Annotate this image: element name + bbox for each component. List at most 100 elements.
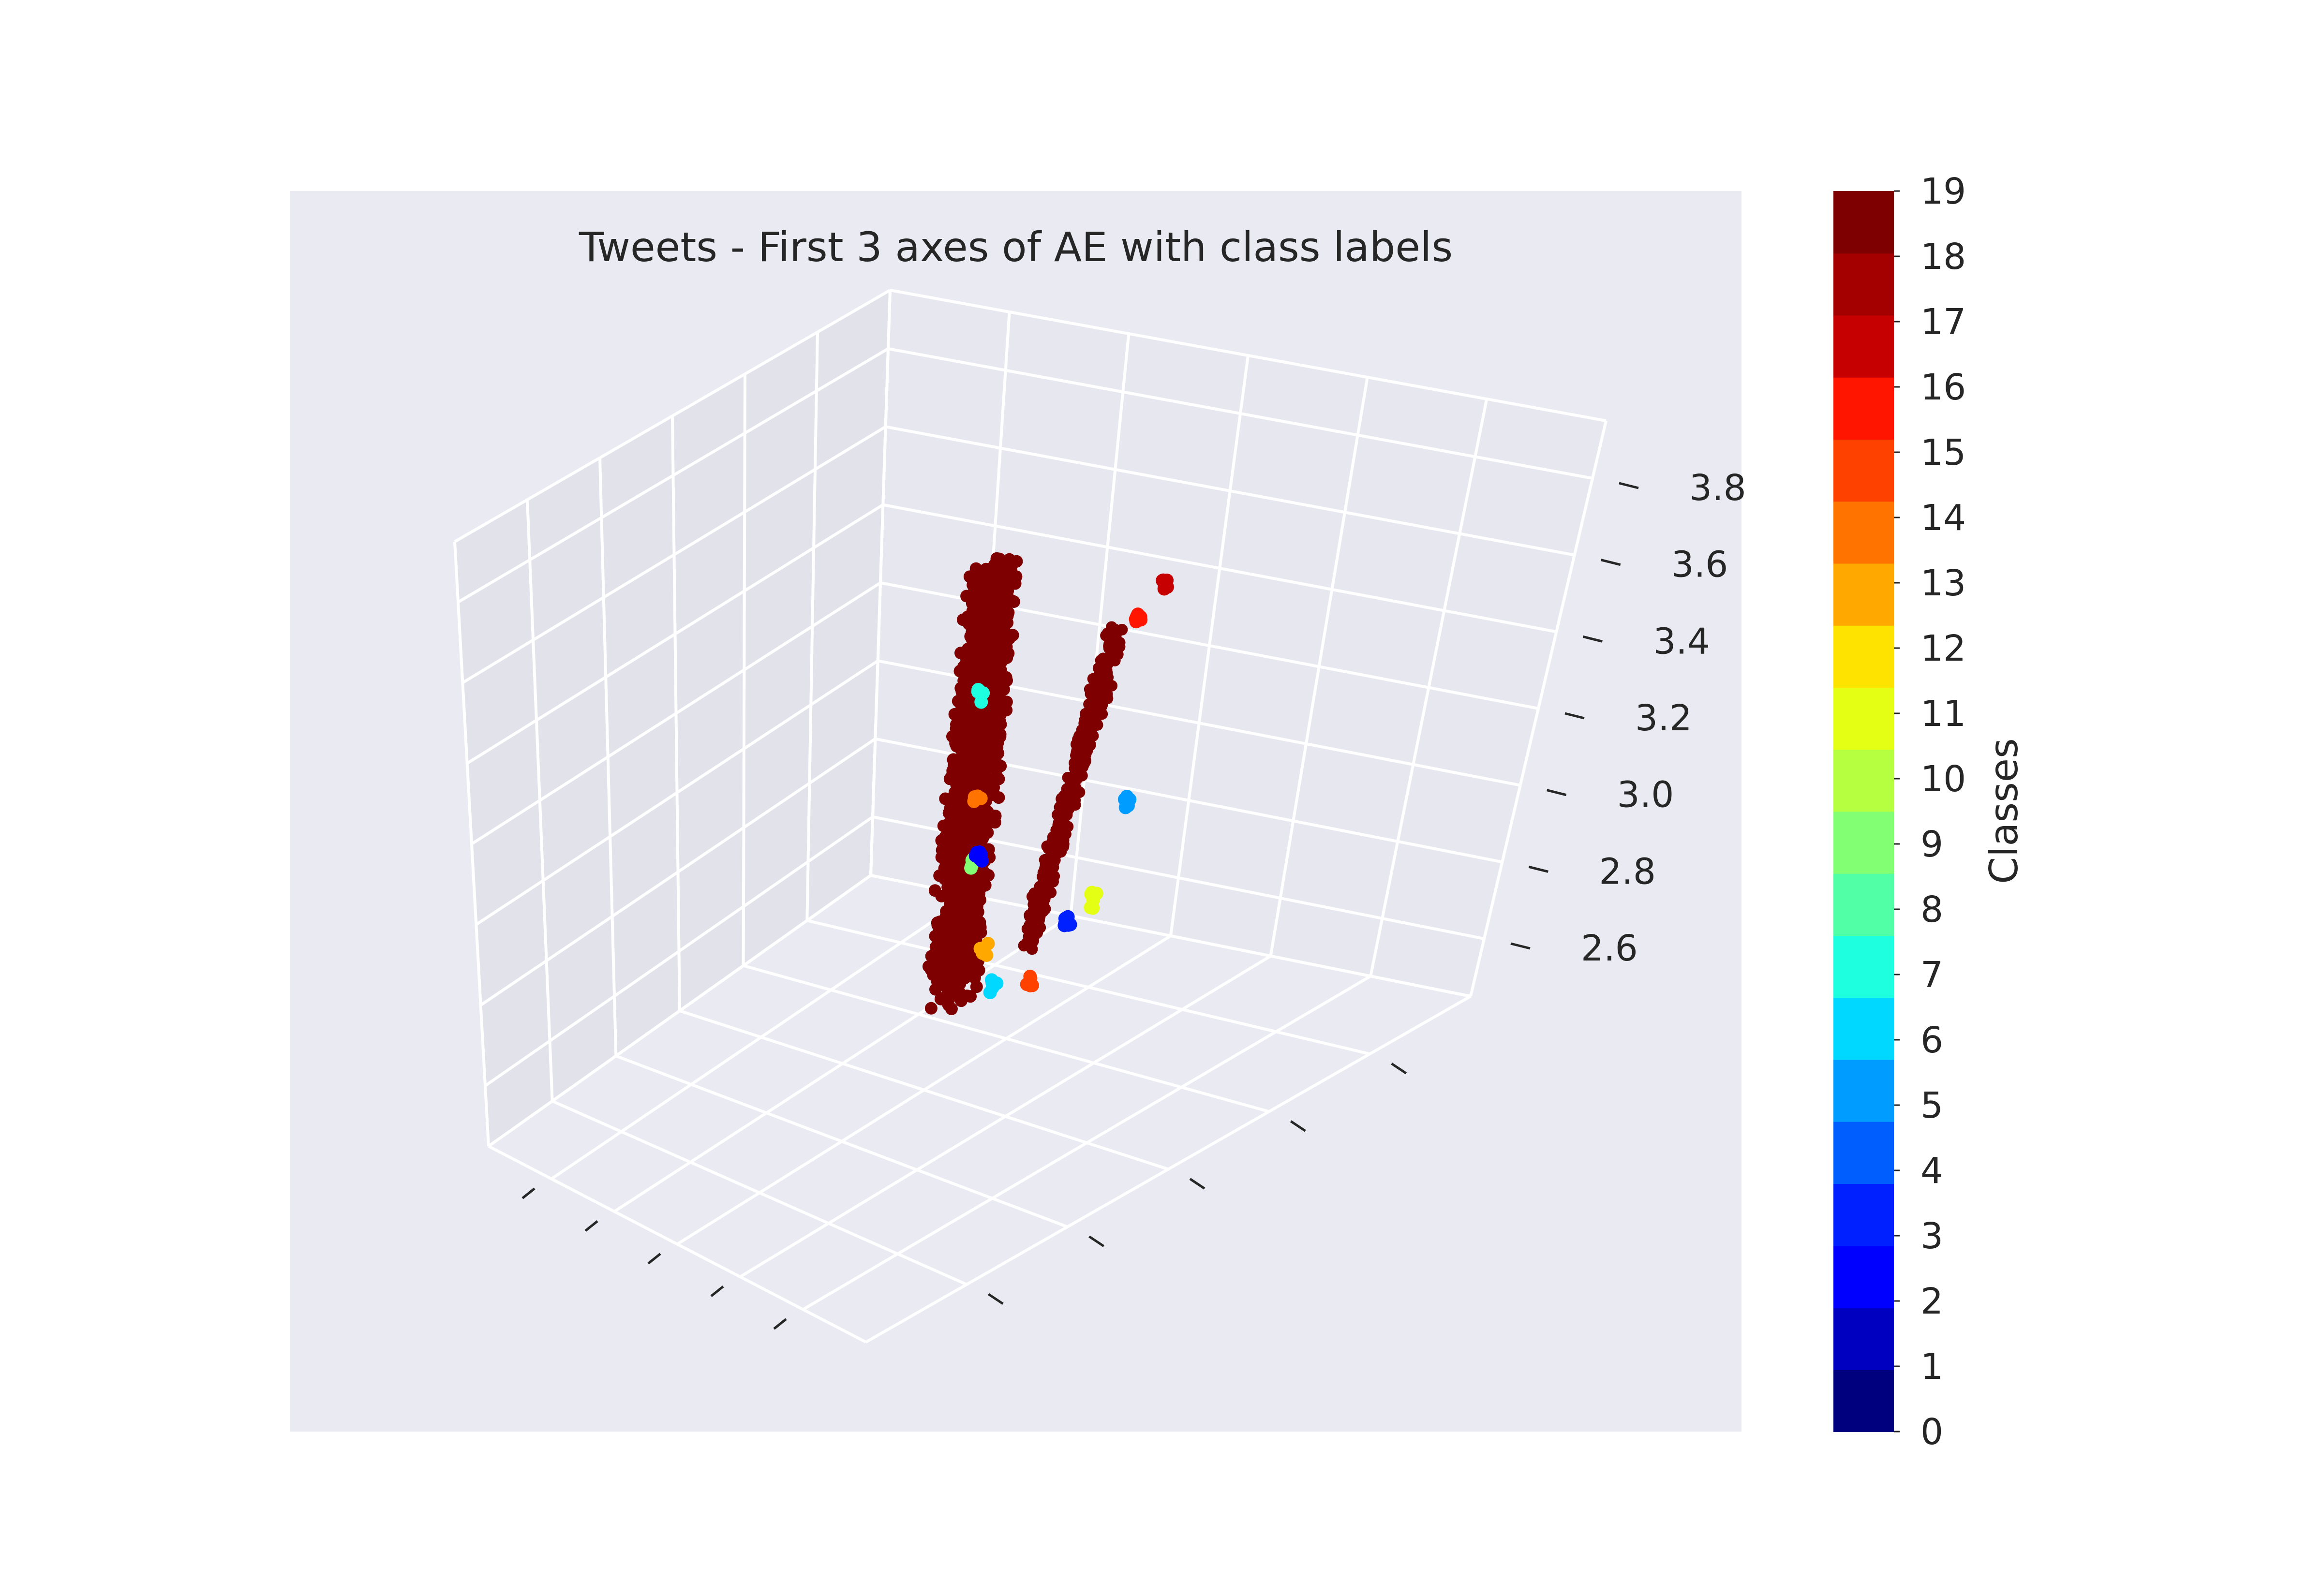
z-tick-label: 3.8 bbox=[1689, 467, 1746, 509]
scatter-point-class-19 bbox=[968, 831, 982, 844]
colorbar-segment bbox=[1833, 935, 1894, 998]
y-axis-tick bbox=[1088, 1235, 1105, 1247]
chart-title: Tweets - First 3 axes of AE with class l… bbox=[579, 223, 1453, 271]
scatter-point-class-19 bbox=[990, 769, 1003, 783]
right-wall-horizontal-grid-line bbox=[882, 503, 1557, 634]
colorbar-segment bbox=[1833, 191, 1894, 254]
scatter-point-class-19 bbox=[924, 1002, 938, 1015]
scatter-point-class-19 bbox=[944, 897, 957, 910]
left-wall-horizontal-grid-line bbox=[466, 503, 884, 765]
colorbar-tick-label: 1 bbox=[1920, 1346, 1943, 1388]
z-tick-label: 3.2 bbox=[1635, 697, 1692, 739]
scatter-point-class-19 bbox=[946, 924, 959, 937]
x-axis-tick bbox=[584, 1220, 598, 1232]
colorbar-tick-label: 9 bbox=[1920, 824, 1943, 865]
scatter-point-class-19 bbox=[938, 850, 952, 863]
z-axis-tick bbox=[1582, 635, 1603, 643]
scatter-point-class-19 bbox=[968, 583, 981, 596]
scatter-point-class-19 bbox=[956, 842, 969, 856]
z-axis-tick bbox=[1528, 865, 1548, 873]
scatter-point-class-7 bbox=[971, 683, 985, 697]
z-axis-tick bbox=[1601, 559, 1621, 566]
x-axis-tick bbox=[773, 1318, 787, 1330]
scatter-point-class-19 bbox=[968, 967, 981, 980]
scatter-points bbox=[922, 552, 1174, 1016]
colorbar-tick-label: 2 bbox=[1920, 1281, 1943, 1322]
scatter-point-class-19 bbox=[938, 951, 951, 964]
scatter-point-class-19 bbox=[1090, 698, 1102, 710]
colorbar-segment bbox=[1833, 501, 1894, 564]
scatter-point-class-19 bbox=[993, 574, 1006, 587]
scatter-point-class-19 bbox=[968, 879, 981, 892]
scatter-point-class-19 bbox=[959, 823, 972, 836]
colorbar-tick-label: 7 bbox=[1920, 954, 1943, 996]
colorbar-segment bbox=[1833, 1059, 1894, 1122]
y-axis-tick bbox=[1189, 1178, 1206, 1190]
left-wall-horizontal-grid-line bbox=[484, 815, 874, 1087]
scatter-point-class-19 bbox=[1072, 747, 1084, 759]
scatter-point-class-3 bbox=[1063, 917, 1077, 931]
scatter-point-class-11 bbox=[1086, 901, 1100, 915]
colorbar-segment bbox=[1833, 811, 1894, 874]
scatter-point-class-19 bbox=[948, 872, 961, 885]
colorbar-segment bbox=[1833, 315, 1894, 378]
scatter-point-class-16 bbox=[1134, 613, 1148, 627]
scatter-point-class-19 bbox=[928, 953, 941, 966]
colorbar-segment bbox=[1833, 439, 1894, 502]
left-wall-horizontal-grid-line bbox=[475, 659, 879, 926]
scatter-point-class-19 bbox=[988, 689, 1001, 702]
scatter-point-class-19 bbox=[1045, 887, 1057, 899]
z-tick-label: 2.8 bbox=[1599, 851, 1656, 892]
z-tick-label: 3.4 bbox=[1653, 621, 1710, 662]
scatter-point-class-19 bbox=[985, 705, 998, 718]
scatter-point-class-19 bbox=[960, 657, 973, 670]
scatter-point-class-19 bbox=[930, 941, 943, 954]
scatter-point-class-7 bbox=[974, 695, 988, 709]
scatter-point-class-5 bbox=[1120, 792, 1134, 806]
scatter-point-class-19 bbox=[983, 733, 997, 746]
colorbar-tick-label: 13 bbox=[1920, 562, 1966, 604]
colorbar-tick-label: 12 bbox=[1920, 628, 1966, 669]
scatter-point-class-19 bbox=[951, 720, 964, 733]
scatter-point-class-19 bbox=[964, 990, 977, 1003]
left-wall-horizontal-grid-line bbox=[488, 874, 872, 1148]
scatter-point-class-19 bbox=[1000, 651, 1013, 664]
scatter-point-class-19 bbox=[979, 760, 992, 773]
colorbar-tick-label: 3 bbox=[1920, 1215, 1943, 1257]
z-axis-tick bbox=[1564, 712, 1585, 720]
scatter-point-class-19 bbox=[995, 587, 1008, 600]
colorbar-label: Classes bbox=[1981, 738, 2026, 884]
scatter-point-class-19 bbox=[1021, 923, 1033, 935]
right-wall-horizontal-grid-line bbox=[885, 425, 1575, 557]
scatter-point-class-19 bbox=[1009, 577, 1022, 590]
colorbar-tick-label: 4 bbox=[1920, 1150, 1943, 1192]
y-axis-tick bbox=[1391, 1063, 1407, 1075]
scatter-point-class-19 bbox=[975, 566, 988, 579]
colorbar-tick-label: 18 bbox=[1920, 236, 1966, 278]
left-wall-horizontal-grid-line bbox=[461, 425, 887, 684]
scatter-point-class-19 bbox=[937, 969, 950, 982]
scatter-point-class-19 bbox=[957, 710, 970, 723]
z-tick-label: 2.6 bbox=[1581, 928, 1638, 969]
scatter-point-class-19 bbox=[967, 903, 980, 916]
colorbar-segment bbox=[1833, 1307, 1894, 1370]
z-tick-label: 3.6 bbox=[1671, 544, 1728, 586]
scatter-point-class-19 bbox=[1033, 914, 1045, 926]
scatter-point-class-19 bbox=[1087, 719, 1100, 731]
scatter-point-class-19 bbox=[954, 912, 967, 925]
colorbar-tick-label: 11 bbox=[1920, 693, 1966, 735]
colorbar-tick-label: 5 bbox=[1920, 1085, 1943, 1126]
scatter-point-class-19 bbox=[1040, 869, 1052, 881]
z-tick-label: 3.0 bbox=[1617, 774, 1674, 816]
scatter-point-class-19 bbox=[1069, 770, 1081, 782]
colorbar-segment bbox=[1833, 1121, 1894, 1184]
scatter-point-class-19 bbox=[948, 815, 961, 828]
scatter-point-class-19 bbox=[947, 797, 960, 810]
scatter-point-class-19 bbox=[966, 717, 979, 730]
scatter-point-class-19 bbox=[965, 648, 978, 661]
left-wall-horizontal-grid-line bbox=[471, 581, 881, 845]
scatter-point-class-17 bbox=[1160, 580, 1174, 594]
scatter-point-class-19 bbox=[953, 775, 967, 788]
